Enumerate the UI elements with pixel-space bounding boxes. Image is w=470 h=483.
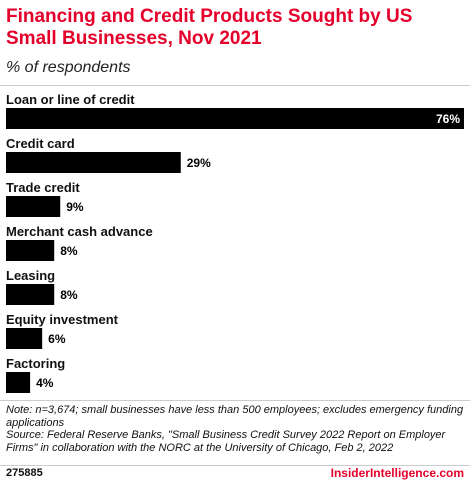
category-label: Leasing — [6, 268, 55, 283]
value-label: 29% — [187, 156, 211, 170]
category-label: Trade credit — [6, 180, 80, 195]
category-label: Loan or line of credit — [6, 92, 135, 107]
bar — [6, 196, 61, 217]
value-label: 9% — [66, 200, 84, 214]
chart-notes: Note: n=3,674; small businesses have les… — [6, 404, 464, 454]
footer-divider — [0, 465, 470, 466]
bar — [6, 328, 43, 349]
value-label: 8% — [60, 288, 78, 302]
bar — [6, 372, 31, 393]
value-label: 76% — [436, 112, 460, 126]
chart-id: 275885 — [6, 467, 43, 479]
bar — [6, 284, 55, 305]
source-text: Source: Federal Reserve Banks, "Small Bu… — [6, 429, 446, 454]
category-label: Factoring — [6, 356, 65, 371]
bar — [6, 108, 464, 129]
note-text: Note: n=3,674; small businesses have les… — [6, 404, 464, 429]
value-label: 8% — [60, 244, 78, 258]
brand-link[interactable]: InsiderIntelligence.com — [330, 466, 464, 480]
category-label: Merchant cash advance — [6, 224, 153, 239]
chart-subtitle: % of respondents — [6, 59, 131, 76]
bar — [6, 152, 181, 173]
bar — [6, 240, 55, 261]
bar-chart: Loan or line of credit 76% Credit card 29% T… — [6, 92, 464, 393]
chart-title: Financing and Credit Products Sought by … — [6, 6, 413, 49]
value-label: 6% — [48, 332, 66, 346]
category-label: Credit card — [6, 136, 75, 151]
category-label: Equity investment — [6, 312, 119, 327]
top-divider — [0, 85, 470, 86]
value-label: 4% — [36, 376, 54, 390]
notes-divider — [0, 400, 470, 401]
